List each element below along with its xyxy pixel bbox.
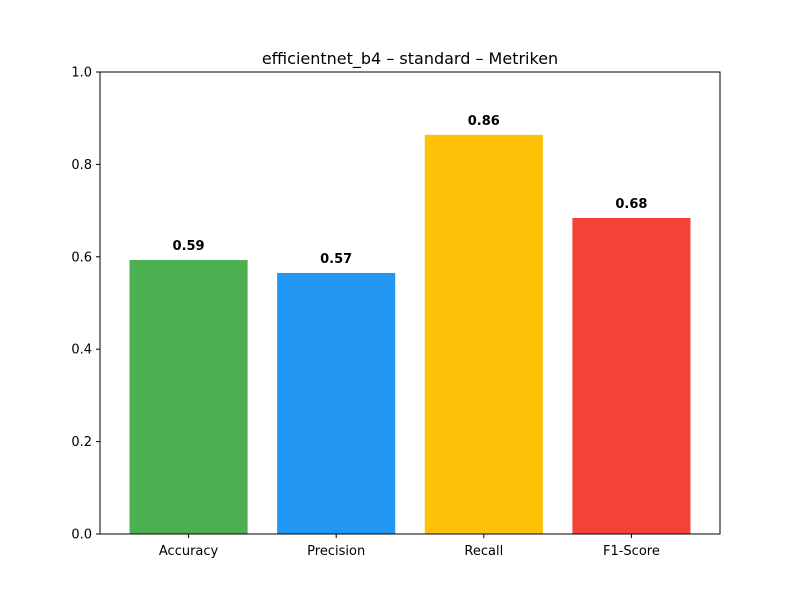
x-tick-label: Precision [307,544,365,559]
chart-title: efficientnet_b4 – standard – Metriken [262,49,558,69]
y-tick-label: 0.6 [71,250,92,265]
y-tick-label: 0.8 [71,158,92,173]
data-label-recall: 0.86 [468,114,500,129]
plot-area-frame [99,71,721,535]
bars-layer [129,134,691,534]
y-tick-label: 0.2 [71,435,92,450]
bar-precision [277,272,396,534]
x-axis: Accuracy Precision Recall F1-Score [159,534,660,559]
x-tick-label: Accuracy [159,544,219,559]
data-label-precision: 0.57 [320,252,352,267]
data-label-accuracy: 0.59 [173,239,205,254]
y-tick-label: 0.4 [71,343,92,358]
y-tick-label: 1.0 [71,66,92,81]
data-labels: 0.59 0.57 0.86 0.68 [173,114,648,267]
bar-recall [424,134,543,534]
y-tick-label: 0.0 [71,528,92,543]
x-tick-label: F1-Score [603,544,660,559]
y-axis: 0.0 0.2 0.4 0.6 0.8 1.0 [71,66,100,543]
x-tick-label: Recall [464,544,503,559]
bar-f1-score [572,217,691,534]
data-label-f1-score: 0.68 [615,197,647,212]
bar-accuracy [129,260,248,534]
